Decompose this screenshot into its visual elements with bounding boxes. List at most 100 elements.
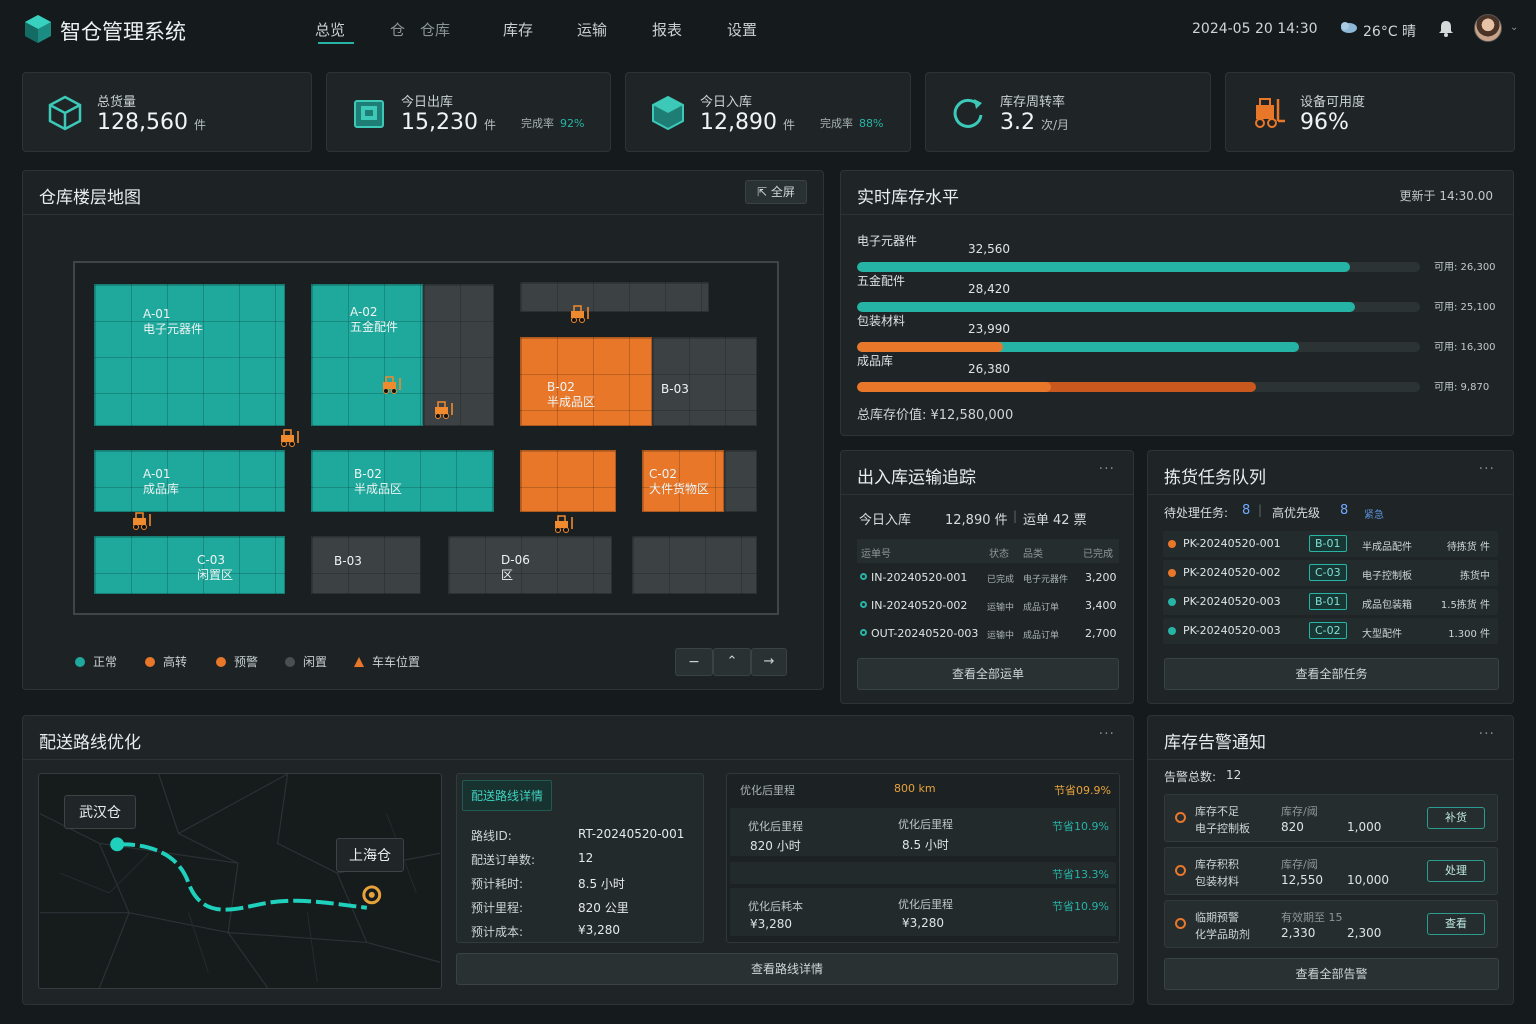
- view-all-tasks-button[interactable]: 查看全部任务: [1164, 658, 1499, 690]
- fullscreen-button[interactable]: ⇱ 全屏: [745, 180, 807, 204]
- route-detail-key: 预计耗时:: [471, 877, 524, 891]
- optimization-row[interactable]: 节省13.3%: [730, 862, 1116, 884]
- alert-text: 临期预警 化学品助剂: [1195, 909, 1250, 943]
- route-detail-key: 预计成本:: [471, 925, 524, 939]
- route-detail-key: 预计里程:: [471, 901, 524, 915]
- opt-a-value: ¥3,280: [750, 917, 792, 931]
- zone-b02-semi[interactable]: B-02 半成品区: [311, 450, 494, 512]
- zone-idle-right[interactable]: [632, 536, 757, 594]
- alert-current: 12,550: [1281, 873, 1323, 887]
- datetime: 2024-05 20 14:30: [1192, 21, 1318, 37]
- view-route-details-button[interactable]: 查看路线详情: [456, 953, 1118, 985]
- avatar[interactable]: [1474, 14, 1502, 42]
- chevron-up-button[interactable]: ⌃: [713, 648, 751, 676]
- inventory-bar-fill: [857, 262, 1350, 272]
- table-row[interactable]: OUT-20240520-003 运输中 成品订单 2,700: [857, 624, 1119, 646]
- inventory-available: 可用: 25,100: [1434, 302, 1496, 313]
- opt-header-save: 节省09.9%: [1054, 784, 1111, 797]
- table-row[interactable]: IN-20240520-001 已完成 电子元器件 3,200: [857, 568, 1119, 590]
- orders-value: 42 票: [1053, 513, 1087, 528]
- alert-type: 库存积积: [1195, 858, 1239, 871]
- inventory-bar: [857, 262, 1420, 272]
- forklift-marker[interactable]: [568, 305, 594, 323]
- nav-transport[interactable]: 运输: [577, 21, 608, 39]
- zone-d06[interactable]: D-06 区: [448, 536, 612, 594]
- forklift-marker[interactable]: [432, 401, 458, 419]
- priority-dot-icon: [1168, 569, 1176, 577]
- weather: 26°C 晴: [1363, 24, 1417, 40]
- inventory-bar-alert: [857, 342, 1004, 352]
- more-icon[interactable]: ···: [1098, 726, 1115, 742]
- optimization-row[interactable]: 优化后里程 820 小时 优化后里程 8.5 小时 节省10.9%: [730, 808, 1116, 856]
- kpi-label: 今日出库: [401, 95, 454, 110]
- order-category: 成品订单: [1023, 631, 1060, 641]
- zone-a01[interactable]: A-01 电子元器件: [94, 284, 285, 426]
- zone-b03[interactable]: B-03: [652, 337, 757, 426]
- opt-b-value: 8.5 小时: [902, 838, 949, 852]
- alert-count-value: 12: [1226, 768, 1242, 782]
- route-detail-tab[interactable]: 配送路线详情: [462, 780, 553, 811]
- priority-label: 高优先级: [1272, 506, 1321, 520]
- nav-inventory[interactable]: 库存: [503, 21, 534, 39]
- inventory-item-value: 32,560: [968, 242, 1010, 256]
- zoom-out-button[interactable]: −: [675, 648, 713, 676]
- nav-warehouse[interactable]: 仓 仓库: [390, 21, 451, 39]
- updated-time: 更新于 14:30.00: [1399, 189, 1493, 203]
- forklift-marker[interactable]: [380, 376, 406, 394]
- table-row[interactable]: IN-20240520-002 运输中 成品订单 3,400: [857, 596, 1119, 618]
- alert-action-button[interactable]: 查看: [1427, 913, 1485, 935]
- alert-item[interactable]: 临期预警 化学品助剂 有效期至 15 2,330 2,300 查看: [1164, 900, 1498, 948]
- more-icon[interactable]: ···: [1478, 461, 1495, 477]
- view-all-alerts-button[interactable]: 查看全部告警: [1164, 958, 1499, 990]
- alert-current: 2,330: [1281, 926, 1316, 940]
- zone-orange-small[interactable]: [520, 450, 616, 512]
- task-row[interactable]: PK-20240520-003 B-01 成品包装箱 1.5拣货 件: [1163, 589, 1498, 615]
- task-id: PK-20240520-003: [1183, 624, 1281, 637]
- nav-settings[interactable]: 设置: [727, 21, 758, 39]
- zone-c02[interactable]: C-02 大件货物区: [642, 450, 724, 512]
- zone-c02-idle[interactable]: [724, 450, 757, 512]
- forklift-marker[interactable]: [130, 512, 156, 530]
- kpi-label: 今日入库: [700, 95, 753, 110]
- task-row[interactable]: PK-20240520-002 C-03 电子控制板 拣货中: [1163, 560, 1498, 586]
- view-all-orders-button[interactable]: 查看全部运单: [857, 658, 1119, 690]
- task-status: 待拣货 件: [1446, 542, 1490, 553]
- bell-icon[interactable]: [1438, 20, 1454, 37]
- today-inbound-value: 12,890 件: [945, 513, 1008, 528]
- task-row[interactable]: PK-20240520-001 B-01 半成品配件 待拣货 件: [1163, 531, 1498, 557]
- nav-reports[interactable]: 报表: [652, 21, 683, 39]
- optimization-row[interactable]: 优化后耗本 ¥3,280 优化后里程 ¥3,280 节省10.9%: [730, 888, 1116, 936]
- chevron-down-icon[interactable]: ⌄: [1510, 22, 1519, 33]
- zone-b03-lower[interactable]: B-03: [311, 536, 421, 594]
- more-icon[interactable]: ···: [1098, 461, 1115, 477]
- forklift-marker[interactable]: [552, 515, 578, 533]
- alert-action-button[interactable]: 补货: [1427, 807, 1485, 829]
- nav-overview[interactable]: 总览: [315, 21, 346, 39]
- urgent-link[interactable]: 紧急: [1364, 510, 1384, 521]
- alert-head: 库存/阈: [1281, 858, 1318, 871]
- alert-item[interactable]: 库存不足 电子控制板 库存/阈 820 1,000 补货: [1164, 794, 1498, 842]
- table-header: 运单号 状态 品类 已完成: [857, 539, 1119, 563]
- refresh-icon: [953, 98, 983, 128]
- zone-a01-finished[interactable]: A-01 成品库: [94, 450, 285, 512]
- panel-divider: [1148, 494, 1513, 495]
- route-detail-value: 8.5 小时: [578, 877, 625, 891]
- inventory-bar-fill: [857, 342, 1299, 352]
- task-row[interactable]: PK-20240520-003 C-02 大型配件 1.300 件: [1163, 618, 1498, 644]
- alert-head: 有效期至 15: [1281, 911, 1343, 924]
- zone-b02-high[interactable]: B-02 半成品区: [520, 337, 652, 426]
- opt-a-label: 优化后耗本: [748, 900, 803, 913]
- zone-a02[interactable]: A-02 五金配件: [311, 284, 423, 426]
- forklift-marker[interactable]: [278, 429, 304, 447]
- order-qty: 3,400: [1085, 599, 1117, 612]
- alert-item[interactable]: 库存积积 包装材料 库存/阈 12,550 10,000 处理: [1164, 847, 1498, 895]
- legend-normal: 正常: [75, 653, 117, 670]
- zone-a02-idle[interactable]: [423, 284, 494, 426]
- kpi-label: 总货量: [97, 95, 137, 110]
- kpi-value: 15,230 件: [401, 110, 496, 135]
- alert-action-button[interactable]: 处理: [1427, 860, 1485, 882]
- more-icon[interactable]: ···: [1478, 726, 1495, 742]
- zone-top-strip[interactable]: [520, 282, 709, 312]
- arrow-right-button[interactable]: →: [751, 648, 787, 676]
- zone-c03[interactable]: C-03 闲置区: [94, 536, 285, 594]
